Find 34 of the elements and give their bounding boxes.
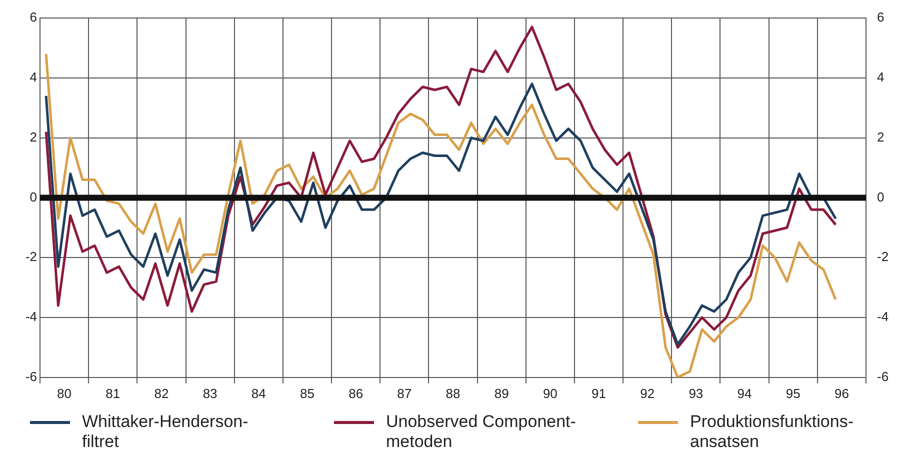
x-tick-label: 88	[446, 386, 460, 401]
x-tick-label: 82	[154, 386, 169, 401]
x-tick-label: 96	[834, 386, 849, 401]
legend-label: Unobserved Component-metoden	[386, 412, 577, 452]
legend-label: Produktionsfunktions-ansatsen	[690, 412, 854, 452]
x-tick-label: 83	[202, 386, 218, 401]
x-tick-label: 86	[348, 386, 364, 401]
x-tick-label: 91	[592, 386, 606, 401]
x-tick-label: 81	[106, 386, 120, 401]
y2-tick-label: -6	[877, 368, 889, 384]
y2-tick-label: -2	[877, 249, 889, 264]
x-tick-label: 90	[542, 386, 558, 401]
y-tick-label: -6	[25, 368, 37, 384]
x-tick-label: 85	[300, 386, 314, 401]
y-tick-label: 0	[30, 189, 37, 204]
x-tick-label: 92	[640, 386, 655, 401]
x-tick-label: 94	[737, 386, 752, 401]
x-tick-label: 89	[494, 386, 509, 401]
y2-tick-label: 4	[877, 69, 884, 84]
y-tick-label: -2	[25, 249, 37, 264]
y2-tick-label: -4	[877, 309, 889, 324]
x-tick-label: 87	[397, 386, 412, 401]
y-tick-label: 4	[30, 69, 37, 84]
x-tick-label: 84	[251, 386, 266, 401]
y-tick-label: -4	[25, 309, 37, 324]
x-tick-label: 80	[57, 386, 72, 401]
x-tick-label: 93	[688, 386, 704, 401]
legend-label: Whittaker-Henderson-filtret	[82, 412, 250, 452]
y2-tick-label: 0	[877, 189, 884, 204]
y-tick-label: 6	[30, 10, 37, 25]
y2-tick-label: 6	[877, 10, 884, 25]
y2-tick-label: 2	[877, 129, 884, 144]
x-tick-label: 95	[786, 386, 800, 401]
y-tick-label: 2	[30, 129, 37, 144]
